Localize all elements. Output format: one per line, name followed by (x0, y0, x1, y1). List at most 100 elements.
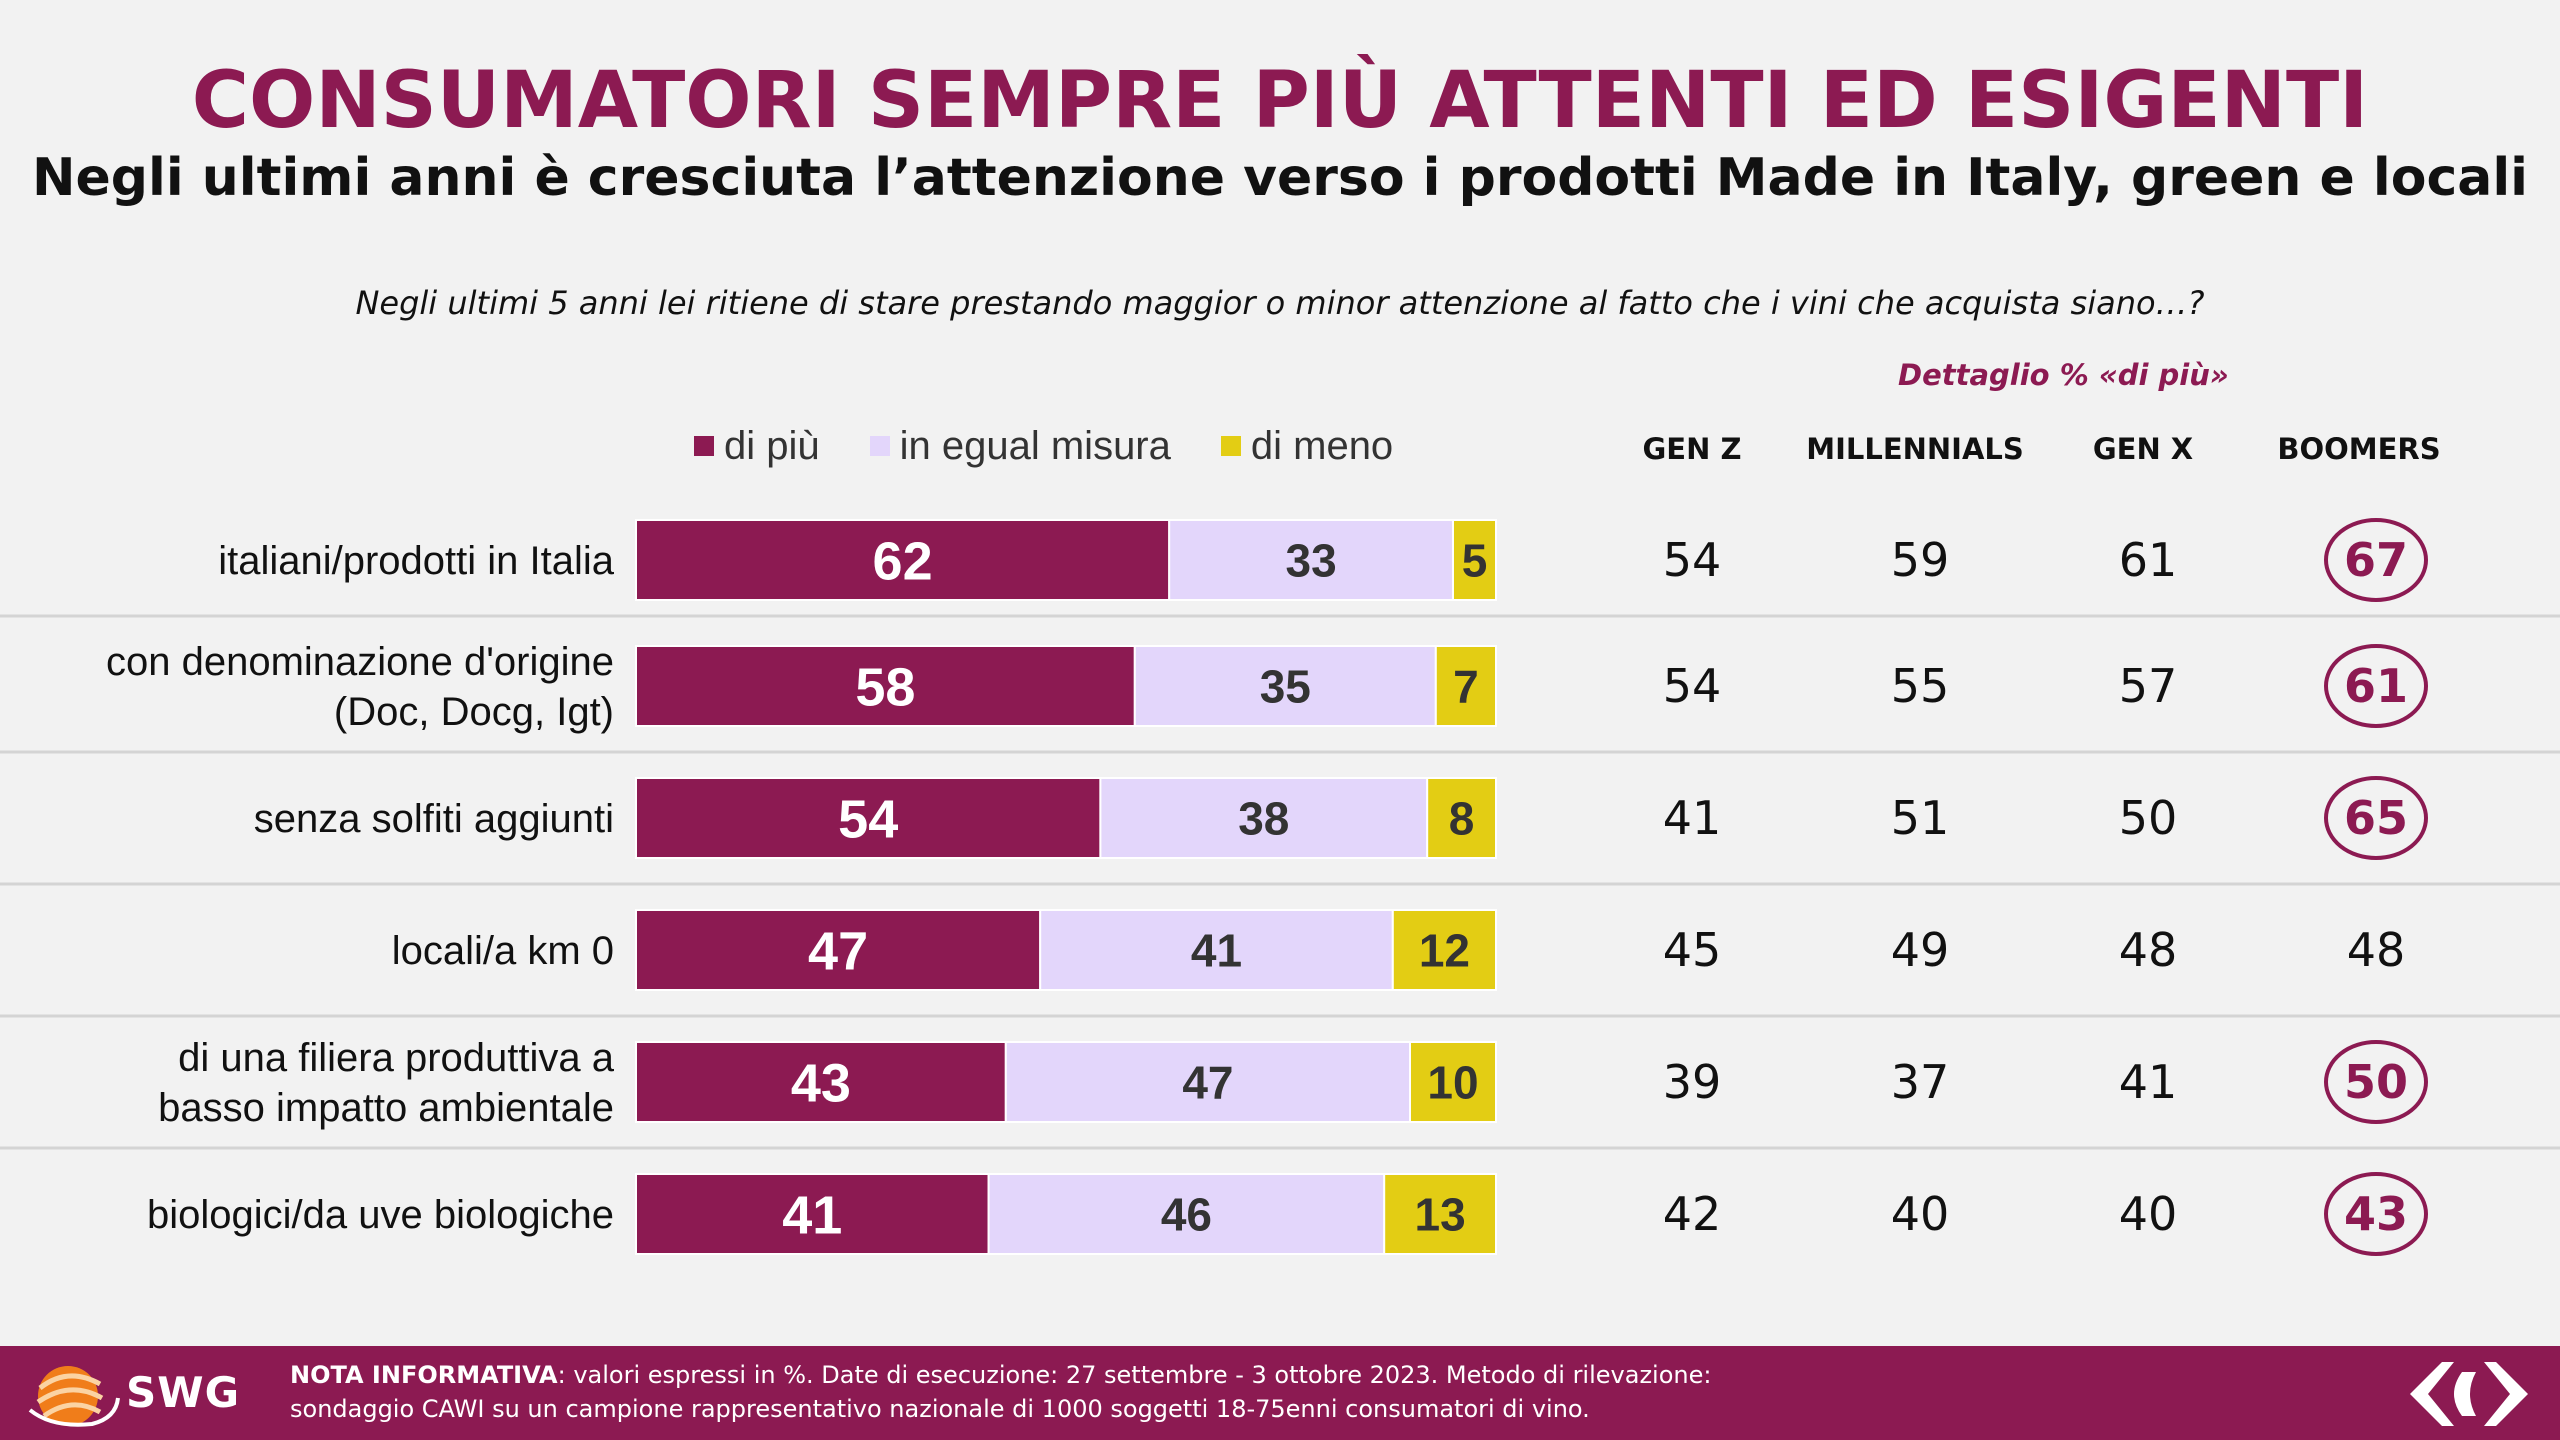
col-header-gen-z: GEN Z (1642, 432, 1742, 466)
generation-value: 51 (1891, 791, 1950, 845)
note-label: NOTA INFORMATIVA (290, 1361, 558, 1389)
bar-segment (635, 519, 1171, 601)
col-header-boomers: BOOMERS (2277, 432, 2441, 466)
bar-segment (635, 1173, 990, 1255)
category-label: biologici/da uve biologiche (147, 1193, 614, 1237)
generation-value: 48 (2347, 923, 2406, 977)
data-label: 7 (1453, 661, 1479, 713)
data-label: 13 (1415, 1189, 1466, 1241)
generation-value-highlighted: 65 (2344, 791, 2408, 845)
note-line1: : valori espressi in %. Date di esecuzio… (557, 1361, 1712, 1389)
generation-value: 57 (2119, 659, 2178, 713)
category-label: senza solfiti aggiunti (254, 797, 614, 841)
highlight-circle (2324, 1040, 2428, 1124)
data-label: 58 (855, 657, 915, 717)
bar-segment (1409, 1041, 1497, 1123)
category-label: con denominazione d'origine (106, 640, 614, 684)
generation-value: 55 (1891, 659, 1950, 713)
category-label: di una filiera produttiva a (178, 1036, 615, 1080)
generation-value: 59 (1891, 533, 1950, 587)
data-label: 33 (1286, 535, 1337, 587)
bar-segment (635, 777, 1102, 859)
data-label: 41 (782, 1185, 842, 1245)
category-label: italiani/prodotti in Italia (218, 539, 615, 583)
data-label: 12 (1419, 925, 1470, 977)
category-label: basso impatto ambientale (158, 1086, 614, 1130)
bar-segment (1391, 909, 1498, 991)
category-label: locali/a km 0 (392, 929, 614, 973)
legend-swatch-di-piu (694, 436, 714, 456)
col-header-millennials: MILLENNIALS (1806, 432, 2024, 466)
generation-value-highlighted: 67 (2344, 533, 2408, 587)
footer-bar: SWG NOTA INFORMATIVA: valori espressi in… (0, 1346, 2560, 1440)
bar-segment (1168, 519, 1454, 601)
legend-swatch-di-meno (1220, 436, 1241, 456)
highlight-circle (2324, 776, 2428, 860)
generation-value: 48 (2119, 923, 2178, 977)
bar-segment (1426, 777, 1497, 859)
data-label: 8 (1449, 793, 1475, 845)
generation-value-highlighted: 61 (2344, 659, 2408, 713)
bar-segment (1452, 519, 1497, 601)
legend-swatch-in-egual-misura (869, 436, 890, 456)
generation-value: 40 (1891, 1187, 1950, 1241)
chart-legend: di più in egual misura di meno (694, 424, 1443, 468)
generation-value: 54 (1663, 533, 1722, 587)
legend-label-di-piu: di più (724, 423, 820, 468)
generation-value: 39 (1663, 1055, 1722, 1109)
data-label: 47 (808, 921, 868, 981)
generation-value-highlighted: 43 (2344, 1187, 2408, 1241)
swg-brand-text: SWG (126, 1368, 241, 1417)
page-title: CONSUMATORI SEMPRE PIÙ ATTENTI ED ESIGEN… (191, 56, 2369, 146)
generation-value: 49 (1891, 923, 1950, 977)
generation-value: 54 (1663, 659, 1722, 713)
data-label: 5 (1462, 535, 1488, 587)
bar-segment (635, 645, 1136, 727)
page-subtitle: Negli ultimi anni è cresciuta l’attenzio… (31, 148, 2529, 208)
bar-segment (635, 909, 1042, 991)
col-header-gen-x: GEN X (2092, 432, 2194, 466)
generation-value: 50 (2119, 791, 2178, 845)
generation-value: 40 (2119, 1187, 2178, 1241)
bar-segment (635, 1041, 1007, 1123)
legend-item-di-piu: di più (694, 424, 820, 469)
bar-segment (1133, 645, 1437, 727)
bar-segment (1099, 777, 1429, 859)
survey-question: Negli ultimi 5 anni lei ritiene di stare… (355, 284, 2205, 322)
bar-segment (1004, 1041, 1411, 1123)
data-label: 46 (1161, 1189, 1212, 1241)
generation-value: 37 (1891, 1055, 1950, 1109)
footer-note: NOTA INFORMATIVA: valori espressi in %. … (290, 1358, 2090, 1426)
legend-label-di-meno: di meno (1250, 423, 1394, 468)
legend-item-in-egual-misura: in egual misura (869, 423, 1171, 469)
category-label: (Doc, Docg, Igt) (334, 690, 614, 734)
data-label: 10 (1427, 1057, 1478, 1109)
highlight-circle (2324, 644, 2428, 728)
swg-globe-icon (28, 1366, 120, 1427)
generation-value: 42 (1663, 1187, 1722, 1241)
bar-segment (1039, 909, 1394, 991)
highlight-circle (2324, 1172, 2428, 1256)
data-label: 43 (791, 1053, 851, 1113)
data-label: 62 (873, 531, 933, 591)
generation-value-highlighted: 50 (2344, 1055, 2408, 1109)
highlight-circle (2324, 518, 2428, 602)
data-label: 35 (1260, 661, 1311, 713)
note-line2: sondaggio CAWI su un campione rappresent… (290, 1395, 1590, 1423)
bar-segment (1383, 1173, 1497, 1255)
generation-value: 45 (1663, 923, 1722, 977)
data-label: 54 (838, 789, 898, 849)
legend-item-di-meno: di meno (1220, 423, 1394, 469)
bar-segment (987, 1173, 1386, 1255)
detail-label: Dettaglio % «di più» (1898, 358, 2229, 392)
generation-value: 61 (2119, 533, 2178, 587)
stacked-bar-chart: italiani/prodotti in Italia 62 33 5 54 59 61 67… (0, 518, 2560, 1256)
data-label: 41 (1191, 925, 1242, 977)
generation-value: 41 (1663, 791, 1722, 845)
generation-value: 41 (2119, 1055, 2178, 1109)
carrefour-logo-icon (2410, 1362, 2528, 1426)
data-label: 38 (1238, 793, 1289, 845)
bar-segment (1434, 645, 1498, 727)
data-label: 47 (1182, 1057, 1233, 1109)
legend-label-in-egual-misura: in egual misura (899, 423, 1171, 468)
